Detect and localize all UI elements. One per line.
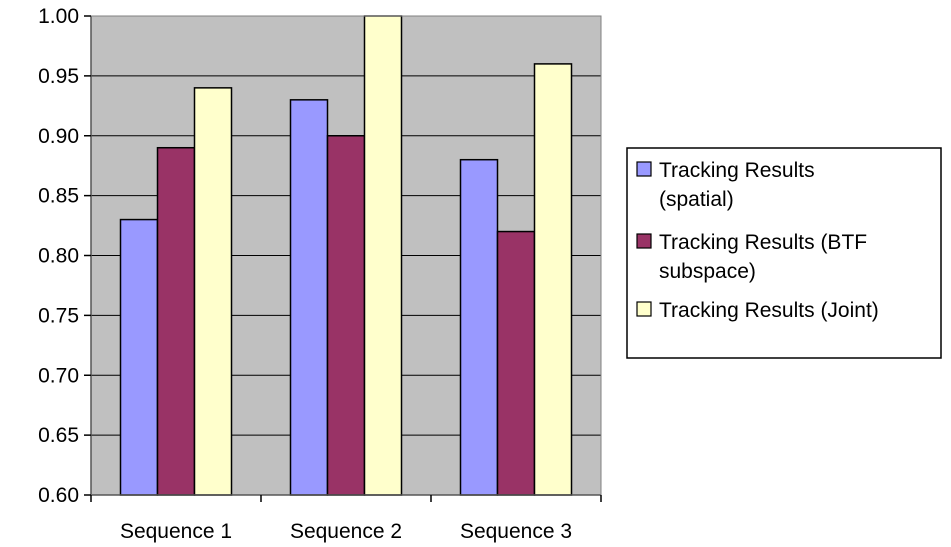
legend-label: Tracking Results (BTF — [659, 231, 867, 254]
legend: Tracking Results (spatial) Tracking Result… — [626, 147, 942, 359]
legend-label: subspace) — [659, 260, 756, 283]
bar — [496, 230, 536, 496]
bar — [363, 15, 403, 496]
y-tick-label: 0.80 — [38, 245, 79, 268]
bar — [193, 87, 233, 496]
x-tick-label: Sequence 3 — [460, 520, 572, 543]
bar — [156, 146, 196, 496]
y-tick-label: 0.60 — [38, 484, 79, 507]
x-axis-ticks: Sequence 1 Sequence 2 Sequence 3 — [90, 495, 602, 543]
legend-swatch — [636, 301, 652, 317]
x-tick-label: Sequence 2 — [290, 520, 402, 543]
y-axis-ticks: 0.60 0.65 0.70 0.75 0.80 0.85 0.90 0.95 1.00 — [38, 5, 91, 507]
y-tick-label: 0.90 — [38, 125, 79, 148]
y-tick-label: 1.00 — [38, 5, 79, 28]
x-tick-label: Sequence 1 — [120, 520, 232, 543]
y-tick-label: 0.85 — [38, 185, 79, 208]
y-tick-label: 0.75 — [38, 304, 79, 327]
bar — [459, 158, 499, 496]
bar — [119, 218, 159, 496]
legend-label: Tracking Results (Joint) — [659, 299, 879, 322]
y-tick-label: 0.95 — [38, 65, 79, 88]
y-tick-label: 0.65 — [38, 424, 79, 447]
legend-swatch — [636, 161, 652, 177]
legend-label: (spatial) — [659, 188, 734, 211]
legend-label: Tracking Results — [659, 159, 815, 182]
bar — [326, 135, 366, 496]
legend-swatch — [636, 233, 652, 249]
bar — [533, 63, 573, 496]
y-tick-label: 0.70 — [38, 364, 79, 387]
bar — [289, 99, 329, 496]
legend-box — [626, 147, 942, 359]
